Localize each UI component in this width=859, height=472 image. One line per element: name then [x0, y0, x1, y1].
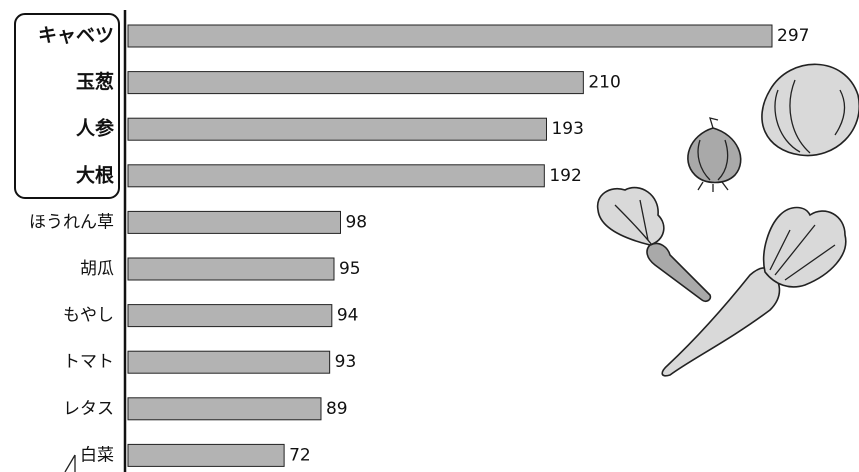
- bar: [127, 24, 773, 48]
- category-label: 胡瓜: [80, 259, 114, 279]
- bar: [127, 164, 545, 188]
- value-label: 95: [339, 259, 361, 279]
- value-label: 297: [777, 26, 809, 46]
- value-label: 193: [551, 119, 583, 139]
- category-label: 玉葱: [76, 71, 114, 93]
- bar: [127, 397, 322, 421]
- category-label: 人参: [76, 117, 114, 140]
- bar: [127, 117, 547, 141]
- illustrations: [64, 63, 859, 472]
- highlight-box: [14, 13, 120, 199]
- category-label: 白菜: [80, 445, 114, 465]
- value-label: 93: [335, 352, 357, 372]
- category-label: キャベツ: [38, 25, 114, 47]
- value-label: 98: [345, 212, 367, 232]
- value-label: 210: [588, 73, 620, 93]
- bar: [127, 210, 341, 234]
- category-label: 大根: [76, 163, 114, 186]
- bar: [127, 71, 584, 95]
- value-label: 94: [337, 306, 359, 326]
- bar: [127, 443, 285, 467]
- value-label: 192: [549, 166, 581, 186]
- bar: [127, 304, 333, 328]
- category-label: ほうれん草: [29, 212, 114, 232]
- value-label: 72: [289, 445, 311, 465]
- category-label: トマト: [63, 352, 114, 372]
- bar: [127, 350, 331, 374]
- category-label: レタス: [63, 399, 114, 419]
- value-label: 89: [326, 399, 348, 419]
- category-label: もやし: [63, 306, 114, 326]
- bar: [127, 257, 335, 281]
